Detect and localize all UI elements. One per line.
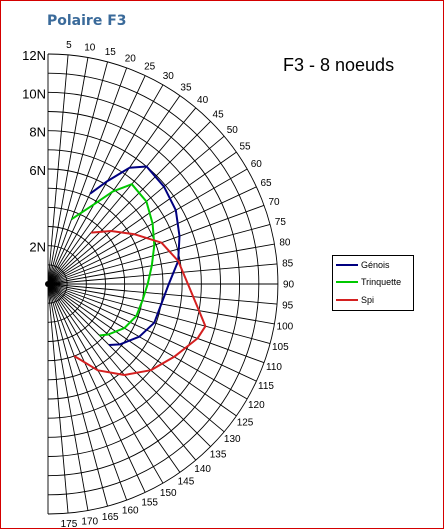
angle-tick-label: 110 [266, 362, 282, 373]
angle-tick-label: 50 [227, 125, 239, 136]
angle-tick-label: 125 [237, 417, 254, 428]
angle-tick-label: 100 [277, 321, 294, 332]
angle-tick-label: 175 [61, 519, 78, 530]
angle-tick-label: 10 [84, 43, 96, 54]
angle-tick-label: 30 [163, 71, 175, 82]
angle-tick-label: 45 [213, 109, 225, 120]
angle-tick-label: 65 [260, 178, 272, 189]
legend-item-genois: Génois [336, 259, 390, 271]
legend-swatch-genois [336, 264, 358, 266]
chart-subtitle: F3 - 8 noeuds [283, 55, 394, 75]
grid-spoke [48, 62, 108, 284]
radial-tick-label: 10N [22, 86, 46, 101]
origin-hub [45, 281, 51, 287]
angle-tick-label: 5 [66, 40, 72, 51]
angle-tick-label: 160 [122, 506, 139, 517]
angle-tick-label: 130 [224, 434, 241, 445]
angle-tick-label: 40 [197, 95, 209, 106]
angle-tick-label: 55 [239, 142, 251, 153]
radial-tick-label: 12N [22, 48, 46, 63]
legend-label-spi: Spi [361, 295, 374, 305]
legend-label-trinquette: Trinquette [361, 277, 401, 287]
angle-tick-label: 95 [282, 300, 294, 311]
angle-tick-label: 135 [210, 450, 227, 461]
angle-tick-label: 90 [283, 280, 295, 291]
angle-tick-label: 25 [144, 61, 156, 72]
legend-item-spi: Spi [336, 294, 374, 306]
legend-label-genois: Génois [361, 260, 390, 270]
legend-swatch-spi [336, 299, 358, 301]
radial-tick-label: 8N [29, 125, 46, 140]
angle-tick-label: 80 [279, 238, 291, 249]
angle-tick-label: 140 [194, 464, 211, 475]
angle-tick-label: 35 [180, 82, 192, 93]
angle-tick-label: 145 [178, 477, 195, 488]
angle-tick-label: 170 [81, 516, 98, 527]
angle-tick-label: 60 [251, 159, 263, 170]
angle-tick-label: 105 [272, 342, 289, 353]
angle-tick-label: 115 [258, 381, 274, 392]
angle-tick-label: 70 [268, 197, 280, 208]
angle-tick-label: 85 [282, 259, 294, 270]
radial-tick-label: 6N [29, 163, 46, 178]
radial-tick-label: 2N [29, 240, 46, 255]
angle-tick-label: 155 [141, 498, 158, 509]
legend-swatch-trinquette [336, 281, 358, 283]
angle-tick-label: 165 [102, 512, 119, 523]
angle-tick-label: 75 [275, 217, 287, 228]
legend-item-trinquette: Trinquette [336, 276, 401, 288]
angle-tick-label: 150 [160, 488, 177, 499]
grid-spoke [48, 284, 108, 506]
angle-tick-label: 120 [248, 400, 265, 411]
angle-tick-label: 20 [125, 53, 137, 64]
legend: Génois Trinquette Spi [332, 255, 414, 311]
angle-tick-label: 15 [105, 47, 117, 58]
